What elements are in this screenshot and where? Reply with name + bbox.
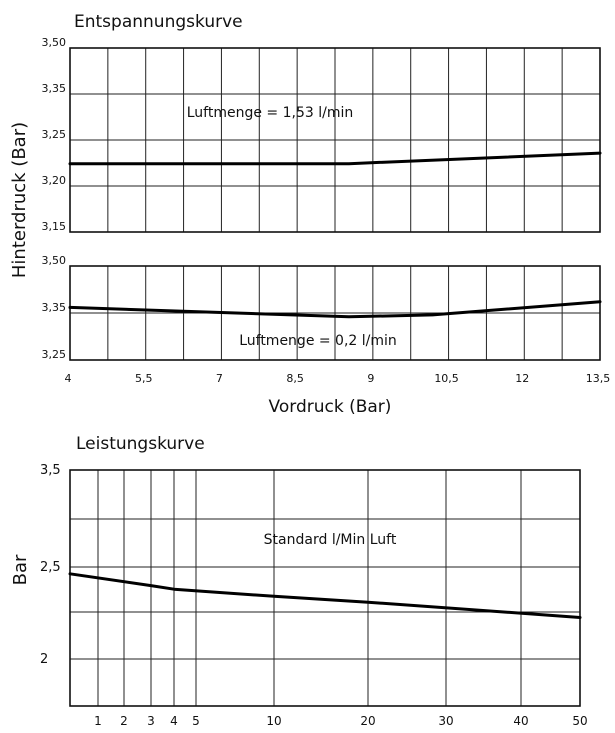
chart1-panel2-annotation: Luftmenge = 0,2 l/min [239, 333, 397, 349]
chart2-y-ticks: 3,5 2,5 2 [40, 463, 61, 667]
chart1-panel1-grid [69, 47, 601, 233]
chart1-panel2-frame [69, 265, 601, 361]
chart1-panel2-y-tick-label: 3,35 [42, 301, 67, 314]
chart1-x-tick-label: 9 [367, 372, 374, 385]
chart1-panel1-frame [69, 47, 601, 233]
chart1-panel1-y-ticks: 3,50 3,35 3,25 3,20 3,15 [42, 36, 67, 233]
chart2-y-axis-label: Bar [10, 554, 31, 585]
chart2-y-tick-label: 3,5 [40, 463, 61, 478]
chart1-panel1-y-tick-label: 3,20 [42, 174, 67, 187]
chart2-y-tick-label: 2,5 [40, 560, 61, 575]
chart2-x-tick-label: 30 [438, 714, 453, 728]
chart2-x-tick-label: 5 [192, 714, 200, 728]
chart1-x-tick-label: 12 [515, 372, 529, 385]
chart1-panel1-y-tick-label: 3,15 [42, 220, 67, 233]
chart2-x-tick-label: 4 [170, 714, 178, 728]
chart2-x-tick-label: 40 [513, 714, 528, 728]
chart1-panel2-y-ticks: 3,50 3,35 3,25 [42, 254, 67, 361]
chart1-x-tick-label: 4 [65, 372, 72, 385]
chart2-y-tick-label: 2 [40, 652, 48, 667]
chart2-x-tick-label: 1 [94, 714, 102, 728]
chart2-x-tick-label: 20 [360, 714, 375, 728]
chart1-x-tick-label: 8,5 [286, 372, 304, 385]
chart1-x-tick-label: 5,5 [135, 372, 153, 385]
chart2-annotation: Standard l/Min Luft [264, 532, 397, 548]
chart2-x-tick-label: 50 [572, 714, 587, 728]
chart1-panel2-series-line [68, 300, 602, 319]
chart2-x-ticks: 1 2 3 4 5 10 20 30 40 50 [94, 714, 587, 728]
chart2-x-tick-label: 10 [266, 714, 281, 728]
chart1-panel1-y-tick-label: 3,35 [42, 82, 67, 95]
chart2-frame [69, 469, 581, 707]
chart1-x-axis-label: Vordruck (Bar) [269, 397, 392, 417]
chart2-series [68, 572, 582, 619]
chart1-x-tick-label: 7 [216, 372, 223, 385]
chart1-panel2-series [68, 300, 602, 319]
chart1-panel1-annotation: Luftmenge = 1,53 l/min [187, 105, 353, 121]
chart1-panel1-y-tick-label: 3,50 [42, 36, 67, 49]
chart1-x-ticks: 4 5,5 7 8,5 9 10,5 12 13,5 [65, 372, 611, 385]
chart2-grid [69, 469, 581, 707]
chart1-x-tick-label: 10,5 [434, 372, 459, 385]
chart1-panel2-y-tick-label: 3,25 [42, 348, 67, 361]
chart2-x-tick-label: 2 [120, 714, 128, 728]
chart1-panel1-y-tick-label: 3,25 [42, 128, 67, 141]
chart1-y-axis-label: Hinterdruck (Bar) [9, 122, 30, 278]
chart1-panel2-y-tick-label: 3,50 [42, 254, 67, 267]
chart1-panel1-series-line [68, 151, 602, 166]
chart2-title: Leistungskurve [76, 434, 205, 454]
chart1-x-tick-label: 13,5 [586, 372, 611, 385]
chart1-panel1-series [68, 151, 602, 166]
chart1-title: Entspannungskurve [74, 12, 243, 32]
chart2-series-line [68, 572, 582, 619]
chart2-x-tick-label: 3 [147, 714, 155, 728]
